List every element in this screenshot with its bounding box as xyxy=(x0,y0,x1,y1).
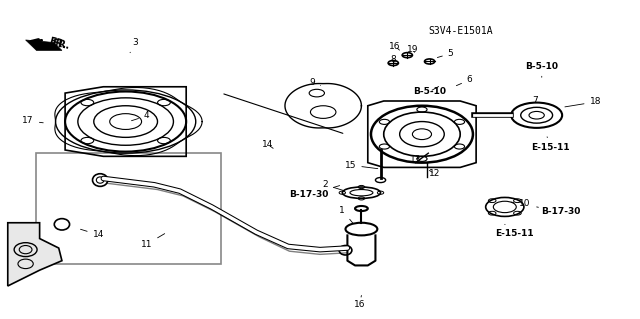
Text: 6: 6 xyxy=(456,75,472,86)
Text: B-17-30: B-17-30 xyxy=(289,186,340,199)
Text: 3: 3 xyxy=(130,38,138,53)
Text: 12: 12 xyxy=(429,169,440,178)
Text: 15: 15 xyxy=(345,161,378,170)
Text: 10: 10 xyxy=(511,199,531,208)
Text: 19: 19 xyxy=(406,45,418,54)
Text: 8: 8 xyxy=(390,56,396,64)
Text: 4: 4 xyxy=(131,111,150,121)
Text: 9: 9 xyxy=(310,78,321,86)
FancyArrowPatch shape xyxy=(31,40,51,46)
Text: 14: 14 xyxy=(81,229,104,239)
Text: E-15-11: E-15-11 xyxy=(495,224,534,238)
Text: 17: 17 xyxy=(22,116,44,125)
Text: B-17-30: B-17-30 xyxy=(537,207,580,216)
Text: 7: 7 xyxy=(524,96,538,105)
PathPatch shape xyxy=(8,223,62,286)
Text: 18: 18 xyxy=(565,97,601,107)
Text: 16: 16 xyxy=(390,42,401,51)
Text: 14: 14 xyxy=(262,140,273,149)
Text: 2: 2 xyxy=(323,180,343,190)
Text: S3V4-E1501A: S3V4-E1501A xyxy=(428,26,493,36)
Text: 16: 16 xyxy=(354,295,365,309)
Text: 5: 5 xyxy=(437,49,454,58)
PathPatch shape xyxy=(26,40,62,50)
Text: 13: 13 xyxy=(410,155,421,164)
Bar xyxy=(36,153,221,264)
Text: B-5-10: B-5-10 xyxy=(525,62,558,77)
Text: FR.: FR. xyxy=(47,36,67,51)
Text: B-5-10: B-5-10 xyxy=(413,86,446,96)
Text: FR.: FR. xyxy=(51,38,70,51)
Text: 1: 1 xyxy=(339,206,353,224)
Text: 11: 11 xyxy=(141,234,164,249)
Text: E-15-11: E-15-11 xyxy=(531,137,570,152)
